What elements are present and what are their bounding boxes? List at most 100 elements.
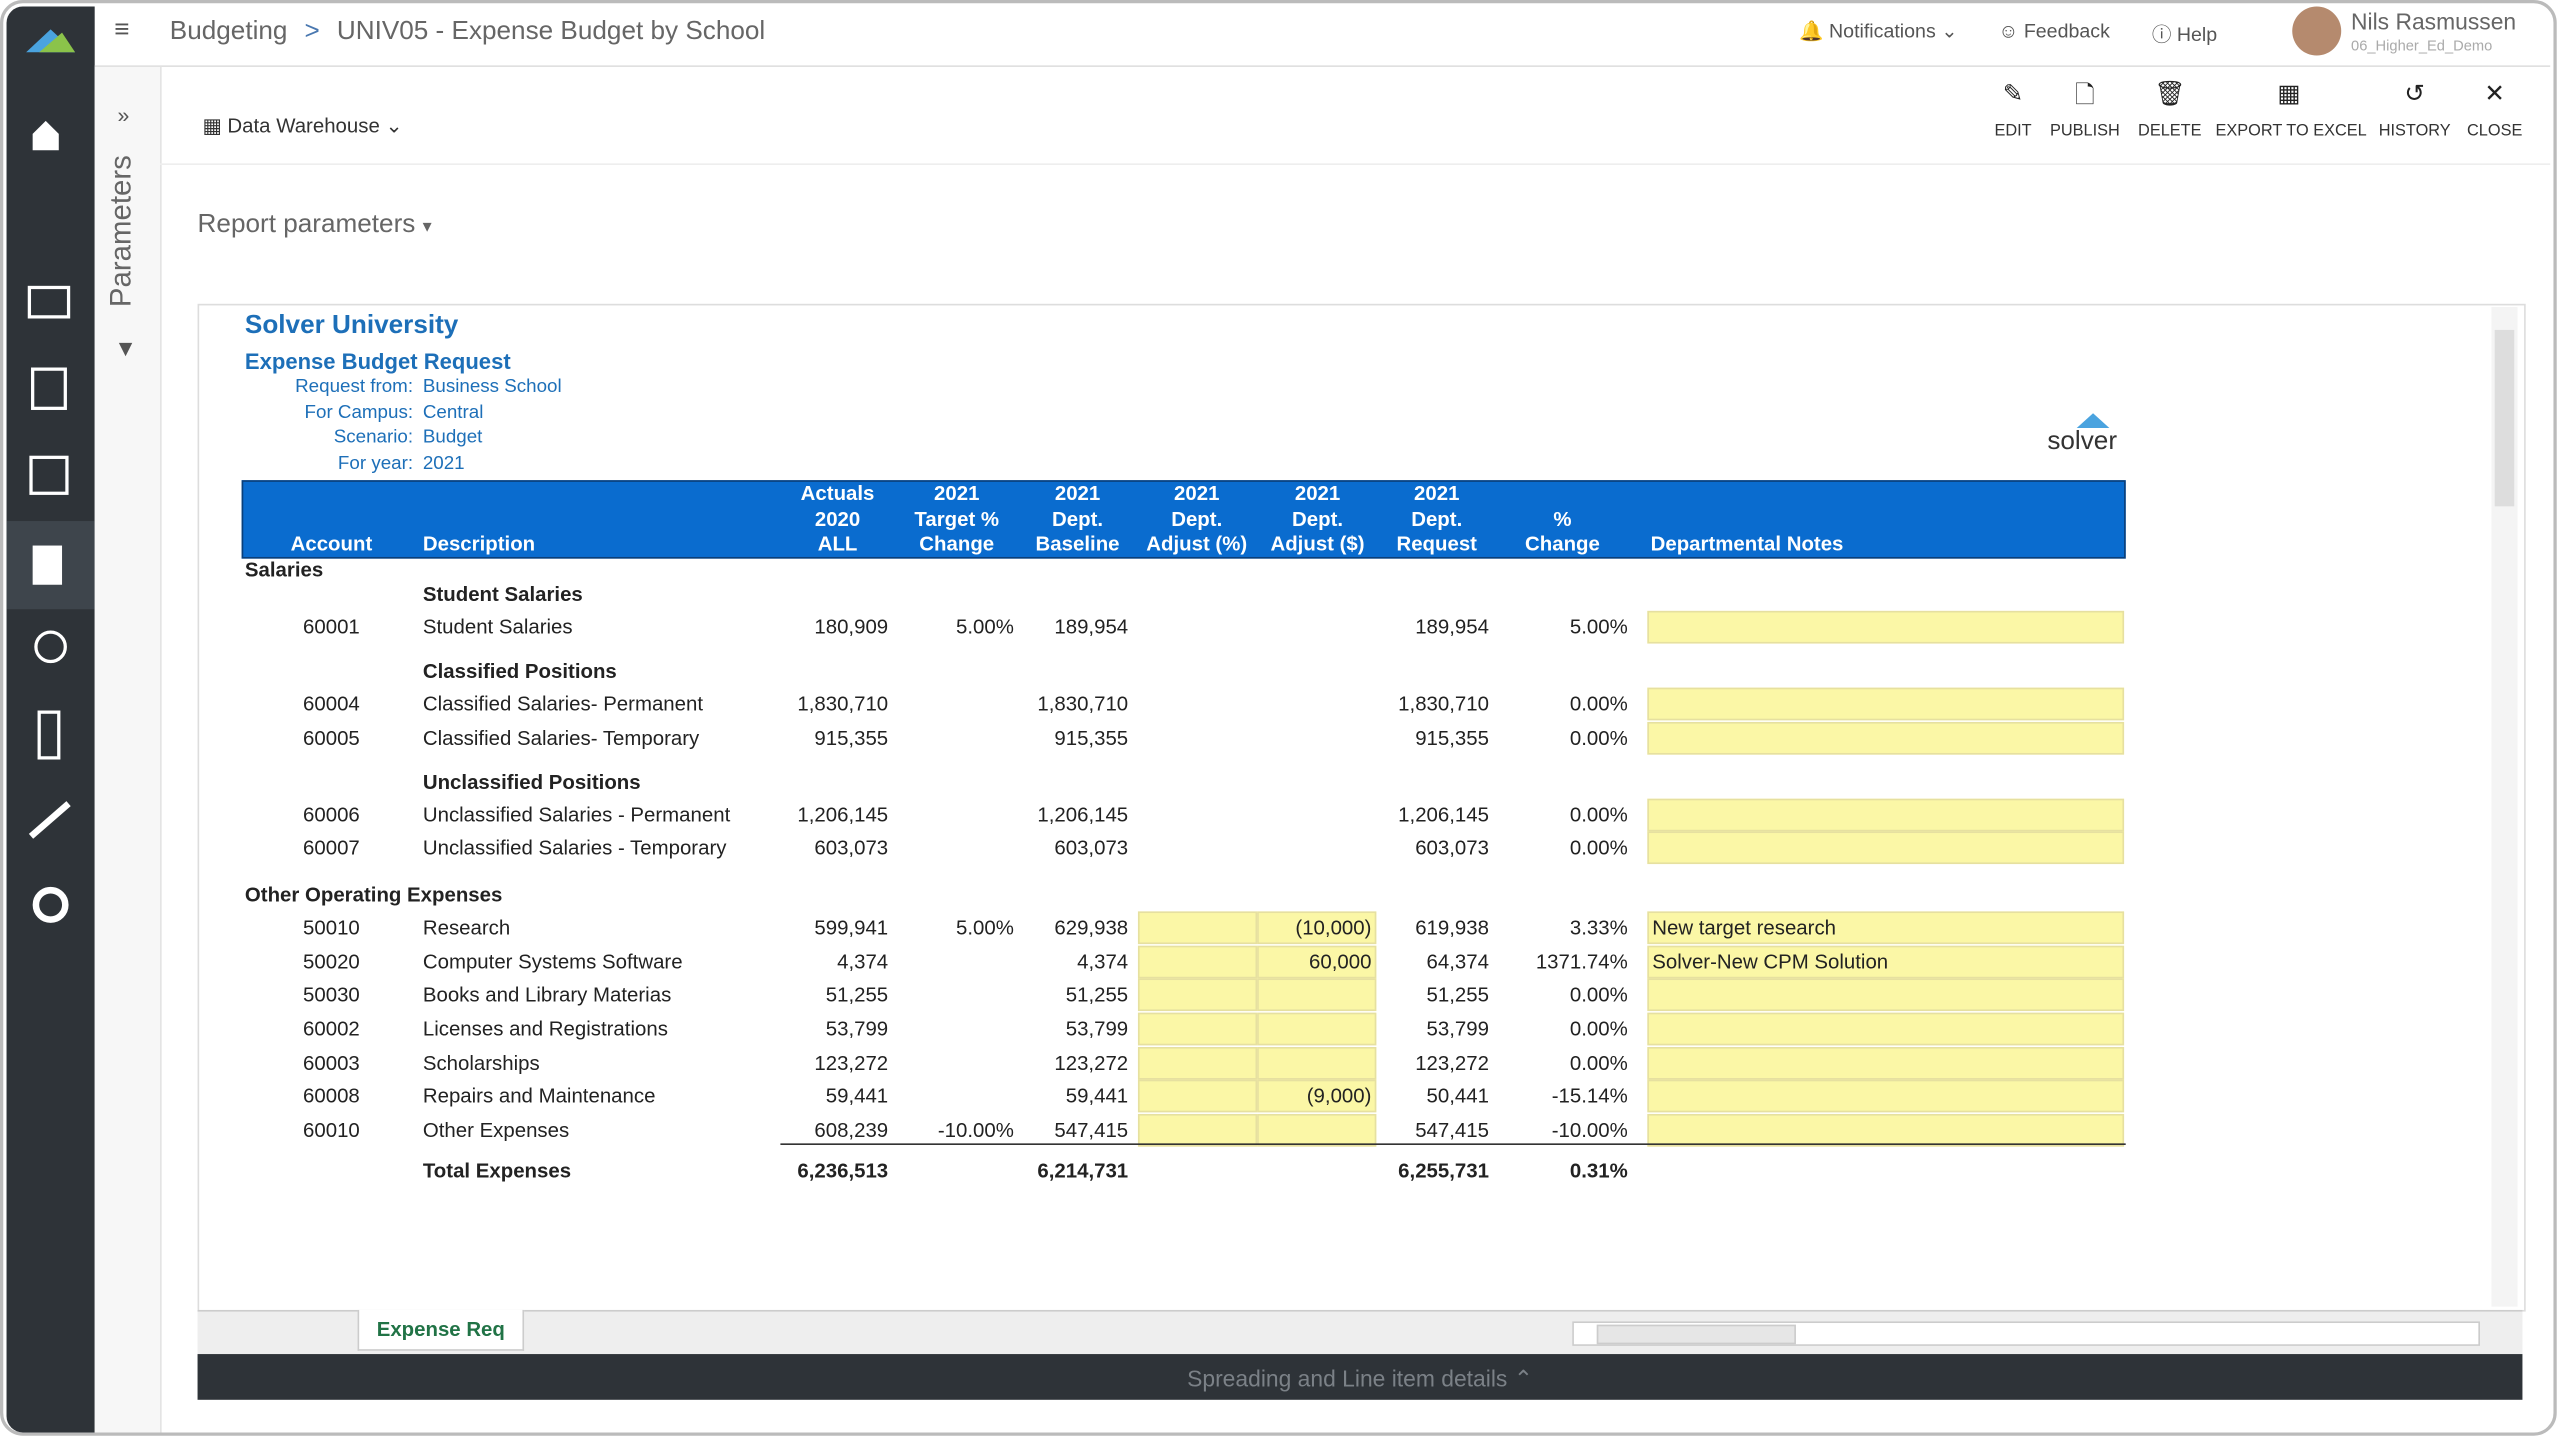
param-value: Budget xyxy=(423,428,483,448)
notes-input[interactable] xyxy=(1647,721,2124,754)
group-label: Classified Positions xyxy=(423,660,617,683)
table-cell: 60002 xyxy=(250,1018,413,1041)
table-cell: Repairs and Maintenance xyxy=(423,1085,656,1108)
notes-input[interactable] xyxy=(1647,1114,2124,1147)
sheet-tab[interactable]: Expense Req xyxy=(358,1310,525,1351)
table-cell: -15.14% xyxy=(1383,1085,1628,1108)
table-cell: Scholarships xyxy=(423,1051,540,1074)
column-header: Change xyxy=(1464,532,1660,555)
table-cell: Student Salaries xyxy=(423,616,573,639)
notes-input[interactable] xyxy=(1647,611,2124,644)
notes-input[interactable] xyxy=(1647,1013,2124,1046)
table-cell: 51,255 xyxy=(643,984,888,1007)
table-cell: 915,355 xyxy=(643,726,888,749)
table-cell: 3.33% xyxy=(1383,917,1628,940)
table-cell: 60007 xyxy=(250,837,413,860)
notes-input[interactable] xyxy=(1647,832,2124,865)
table-cell: 60010 xyxy=(250,1119,413,1142)
column-header: Departmental Notes xyxy=(1651,532,1844,555)
notes-input[interactable] xyxy=(1647,979,2124,1012)
adjust-pct-input[interactable] xyxy=(1138,1013,1257,1046)
table-cell: 4,374 xyxy=(883,950,1128,973)
table-cell: 53,799 xyxy=(643,1018,888,1041)
logo-mark xyxy=(2077,413,2110,428)
table-cell: -10.00% xyxy=(1383,1119,1628,1142)
param-label: For year: xyxy=(245,454,413,474)
param-label: For Campus: xyxy=(245,403,413,423)
section-label: Salaries xyxy=(245,559,323,582)
table-cell: 59,441 xyxy=(883,1085,1128,1108)
table-cell: 1,206,145 xyxy=(643,803,888,826)
sheet-tabs: Expense Req xyxy=(198,1310,2523,1354)
table-cell: 6,214,731 xyxy=(883,1159,1128,1182)
notes-input[interactable] xyxy=(1647,798,2124,831)
table-cell: 547,415 xyxy=(883,1119,1128,1142)
total-rule xyxy=(780,1143,2125,1145)
report-subtitle: Expense Budget Request xyxy=(245,350,511,375)
table-cell: 189,954 xyxy=(883,616,1128,639)
column-header: Description xyxy=(423,532,535,555)
table-cell: 59,441 xyxy=(643,1085,888,1108)
table-cell: 1371.74% xyxy=(1383,950,1628,973)
table-cell: Licenses and Registrations xyxy=(423,1018,668,1041)
table-cell: 6,236,513 xyxy=(643,1159,888,1182)
table-cell: Other Expenses xyxy=(423,1119,569,1142)
table-cell: 603,073 xyxy=(883,837,1128,860)
table-cell: Solver-New CPM Solution xyxy=(1652,950,1888,973)
table-cell: 53,799 xyxy=(883,1018,1128,1041)
adjust-pct-input[interactable] xyxy=(1138,979,1257,1012)
table-cell: 60005 xyxy=(250,726,413,749)
logo: solver xyxy=(2047,428,2117,457)
table-cell: 915,355 xyxy=(883,726,1128,749)
table-cell: 0.00% xyxy=(1383,693,1628,716)
table-cell: 60001 xyxy=(250,616,413,639)
param-value: Business School xyxy=(423,377,562,397)
param-value: 2021 xyxy=(423,454,465,474)
table-cell: 1,830,710 xyxy=(643,693,888,716)
details-bar[interactable]: Spreading and Line item details ⌃ xyxy=(198,1354,2523,1400)
column-header: 2021 xyxy=(1339,482,1535,505)
adjust-pct-input[interactable] xyxy=(1138,1046,1257,1079)
group-label: Student Salaries xyxy=(423,583,583,606)
table-cell: 123,272 xyxy=(883,1051,1128,1074)
table-cell: 60004 xyxy=(250,693,413,716)
table-cell: New target research xyxy=(1652,917,1836,940)
table-cell: 0.00% xyxy=(1383,1051,1628,1074)
table-cell: 5.00% xyxy=(1383,616,1628,639)
param-label: Scenario: xyxy=(245,428,413,448)
table-cell: 50010 xyxy=(250,917,413,940)
table-cell: 1,206,145 xyxy=(883,803,1128,826)
table-cell: 603,073 xyxy=(643,837,888,860)
column-header: % xyxy=(1464,507,1660,530)
table-cell: 1,830,710 xyxy=(883,693,1128,716)
table-cell: 0.00% xyxy=(1383,984,1628,1007)
table-cell: Total Expenses xyxy=(423,1159,571,1182)
table-cell: 0.31% xyxy=(1383,1159,1628,1182)
table-cell: 0.00% xyxy=(1383,726,1628,749)
section-label: Other Operating Expenses xyxy=(245,884,502,907)
report-title: Solver University xyxy=(245,312,458,341)
table-cell: 4,374 xyxy=(643,950,888,973)
table-cell: 51,255 xyxy=(883,984,1128,1007)
table-cell: 0.00% xyxy=(1383,1018,1628,1041)
table-cell: 60003 xyxy=(250,1051,413,1074)
details-bar-label[interactable]: Spreading and Line item details xyxy=(1187,1365,1507,1391)
table-cell: 60006 xyxy=(250,803,413,826)
table-cell: 50030 xyxy=(250,984,413,1007)
table-cell: 0.00% xyxy=(1383,837,1628,860)
h-scrollbar[interactable] xyxy=(1572,1321,2480,1346)
table-cell: 629,938 xyxy=(883,917,1128,940)
table-cell: Research xyxy=(423,917,510,940)
adjust-pct-input[interactable] xyxy=(1138,1114,1257,1147)
notes-input[interactable] xyxy=(1647,1080,2124,1113)
column-header: Account xyxy=(233,532,429,555)
table-cell: 0.00% xyxy=(1383,803,1628,826)
table-cell: 50020 xyxy=(250,950,413,973)
notes-input[interactable] xyxy=(1647,1046,2124,1079)
notes-input[interactable] xyxy=(1647,688,2124,721)
h-scroll-thumb[interactable] xyxy=(1597,1325,1796,1345)
param-value: Central xyxy=(423,403,484,423)
